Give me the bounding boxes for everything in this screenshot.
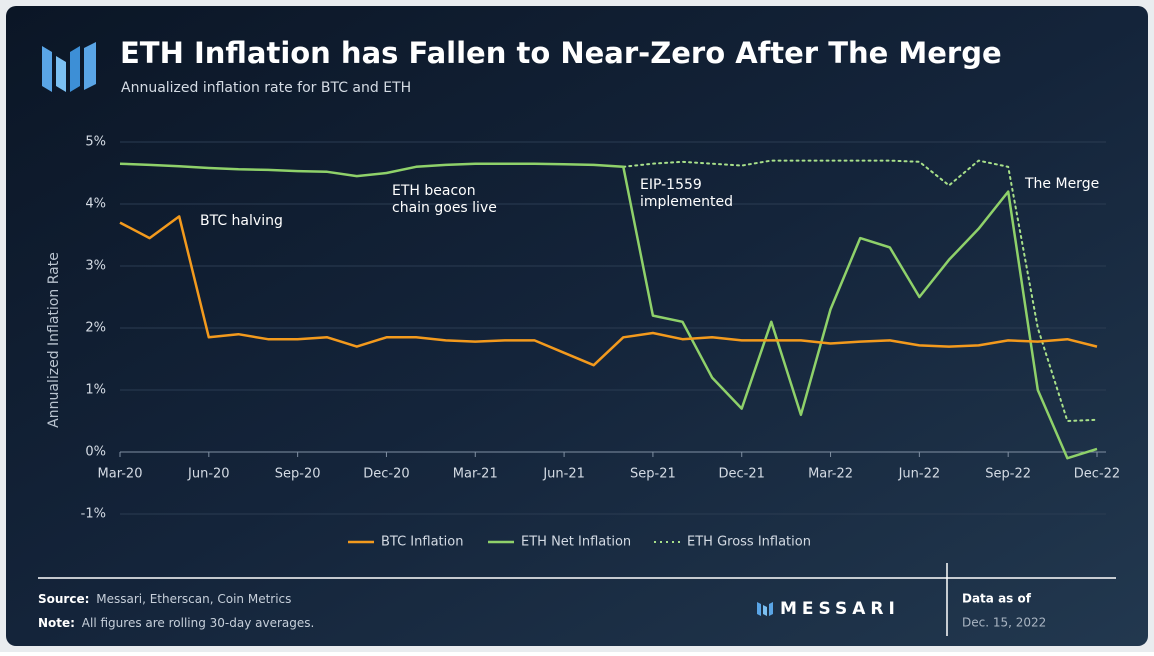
legend-label: ETH Gross Inflation: [687, 535, 811, 550]
series-line: [119, 162, 1098, 460]
y-tick-label: 4%: [85, 197, 106, 212]
brand-logo: [757, 602, 773, 616]
x-tick-label: Sep-21: [630, 467, 676, 482]
footer-note: Note: All figures are rolling 30-day ave…: [38, 616, 314, 630]
x-tick-label: Mar-22: [808, 467, 853, 482]
y-tick-label: -1%: [81, 507, 106, 522]
legend-label: BTC Inflation: [381, 535, 463, 550]
grid: [120, 141, 1106, 515]
annotation: ETH beacon: [392, 183, 476, 199]
x-tick-label: Dec-21: [719, 467, 765, 482]
y-tick-label: 1%: [85, 383, 106, 398]
y-tick-label: 5%: [85, 135, 106, 150]
annotation: chain goes live: [392, 200, 497, 216]
footer-source: Source: Messari, Etherscan, Coin Metrics: [38, 592, 291, 606]
annotation: The Merge: [1024, 176, 1099, 192]
x-tick-label: Dec-20: [363, 467, 409, 482]
x-tick-label: Jun-20: [187, 467, 230, 482]
brand-name: MESSARI: [780, 599, 900, 619]
y-tick-label: 0%: [85, 445, 106, 460]
x-tick-label: Dec-22: [1074, 467, 1120, 482]
date-label: Data as of: [962, 592, 1032, 606]
x-tick-label: Sep-22: [985, 467, 1031, 482]
logo: [42, 42, 96, 92]
note-label: Note:: [38, 616, 75, 630]
x-tick-label: Sep-20: [275, 467, 321, 482]
y-axis-label: Annualized Inflation Rate: [46, 252, 62, 428]
annotation: BTC halving: [200, 213, 283, 229]
x-tick-label: Jun-21: [542, 467, 585, 482]
x-tick-label: Jun-22: [898, 467, 941, 482]
chart-title: ETH Inflation has Fallen to Near-Zero Af…: [120, 36, 1002, 70]
legend-label: ETH Net Inflation: [521, 535, 631, 550]
source-label: Source:: [38, 592, 89, 606]
y-tick-label: 2%: [85, 321, 106, 336]
card: [6, 6, 1148, 646]
annotation: implemented: [640, 194, 733, 210]
x-tick-label: Mar-21: [453, 467, 498, 482]
note-text: All figures are rolling 30-day averages.: [82, 616, 315, 630]
series-line: [622, 159, 1098, 422]
chart-subtitle: Annualized inflation rate for BTC and ET…: [121, 80, 411, 96]
date-text: Dec. 15, 2022: [962, 616, 1046, 630]
annotation: EIP-1559: [640, 177, 702, 193]
source-text: Messari, Etherscan, Coin Metrics: [96, 592, 291, 606]
series-line: [119, 215, 1098, 367]
y-tick-label: 3%: [85, 259, 106, 274]
x-tick-label: Mar-20: [98, 467, 143, 482]
